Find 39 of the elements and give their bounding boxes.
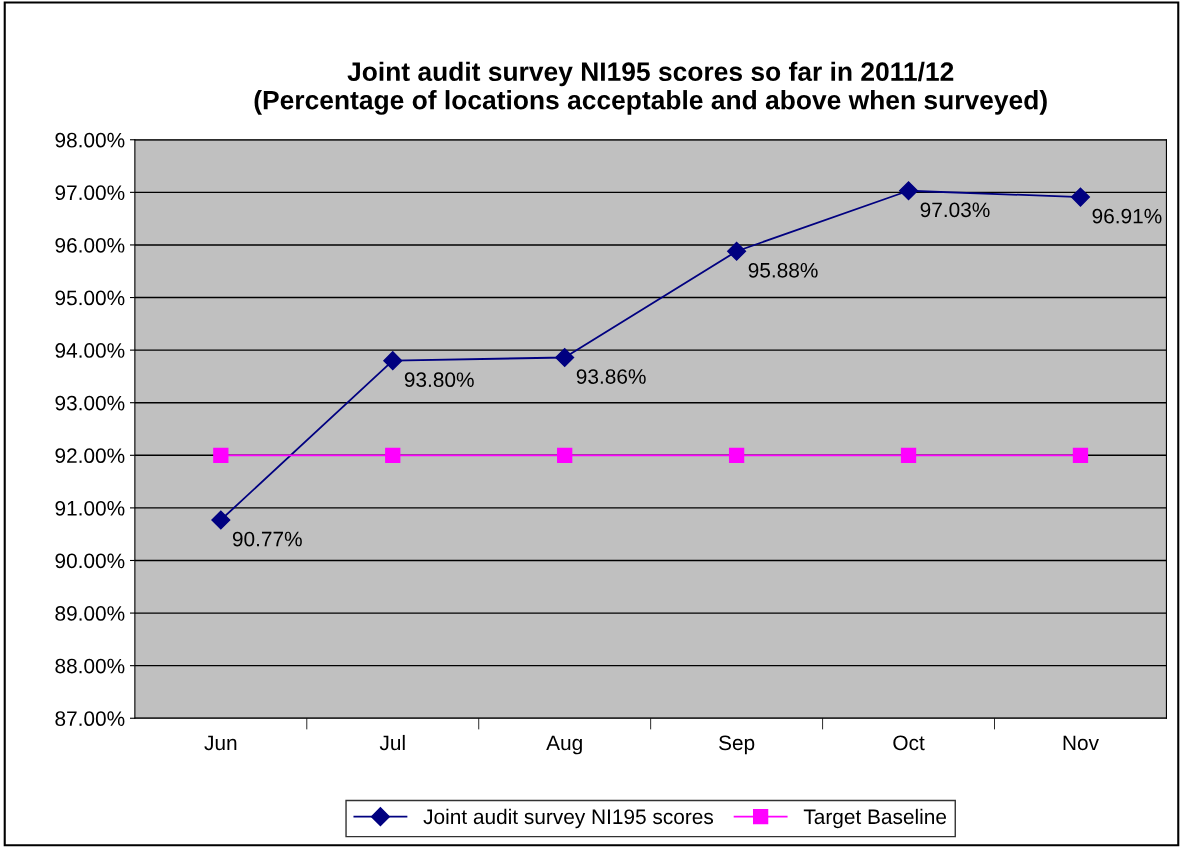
chart-title: Joint audit survey NI195 scores so far in 2011/12 (Percentage of locations acceptable and above when surveyed) xyxy=(254,61,1047,115)
x-tick-label: Nov xyxy=(1063,735,1099,751)
data-label: 90.77% xyxy=(232,531,302,547)
point xyxy=(727,241,747,261)
legend-label: Target Baseline xyxy=(803,808,947,829)
y-tick-label: 92.00% xyxy=(55,448,125,464)
x-tick-label: Jun xyxy=(204,735,237,751)
point xyxy=(383,351,403,371)
point xyxy=(213,447,229,463)
point xyxy=(899,181,919,201)
point xyxy=(557,447,573,463)
point xyxy=(728,447,745,463)
point xyxy=(211,510,231,530)
point xyxy=(900,447,917,463)
y-tick-label: 96.00% xyxy=(55,237,125,253)
y-tick-label: 97.00% xyxy=(55,185,125,201)
y-tick-label: 98.00% xyxy=(55,132,125,148)
y-tick-label: 91.00% xyxy=(55,500,125,516)
y-tick-label: 95.00% xyxy=(55,290,125,306)
x-tick-label: Aug xyxy=(546,735,582,755)
y-tick-label: 88.00% xyxy=(55,658,125,674)
y-tick-label: 94.00% xyxy=(55,343,125,358)
legend-label: Joint audit survey NI195 scores xyxy=(423,808,714,829)
data-label: 93.86% xyxy=(576,369,646,384)
data-label: 96.91% xyxy=(1092,208,1162,224)
data-label: 95.88% xyxy=(748,262,818,278)
y-tick-label: 90.00% xyxy=(55,553,125,569)
data-label: 97.03% xyxy=(920,202,990,218)
data-label: 93.80% xyxy=(404,372,474,388)
y-tick-label: 93.00% xyxy=(55,395,125,411)
y-tick-label: 89.00% xyxy=(55,606,125,621)
point xyxy=(1072,447,1089,463)
point xyxy=(385,447,401,463)
x-tick-label: Jul xyxy=(379,734,405,751)
x-tick-label: Oct xyxy=(893,735,925,751)
point xyxy=(1070,187,1091,207)
x-tick-label: Sep xyxy=(719,735,755,755)
point xyxy=(555,347,575,368)
y-tick-label: 87.00% xyxy=(55,711,125,727)
